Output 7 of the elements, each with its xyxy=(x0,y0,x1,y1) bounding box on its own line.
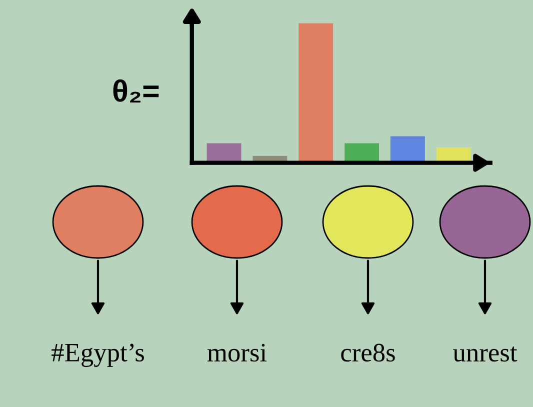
text: cre8s xyxy=(341,344,395,362)
text: θ₂= xyxy=(113,79,159,102)
text: unrest xyxy=(453,346,518,362)
bar xyxy=(390,136,425,163)
text: #Egypt’s xyxy=(52,344,144,367)
text: morsi xyxy=(208,344,267,362)
bar xyxy=(298,23,334,163)
